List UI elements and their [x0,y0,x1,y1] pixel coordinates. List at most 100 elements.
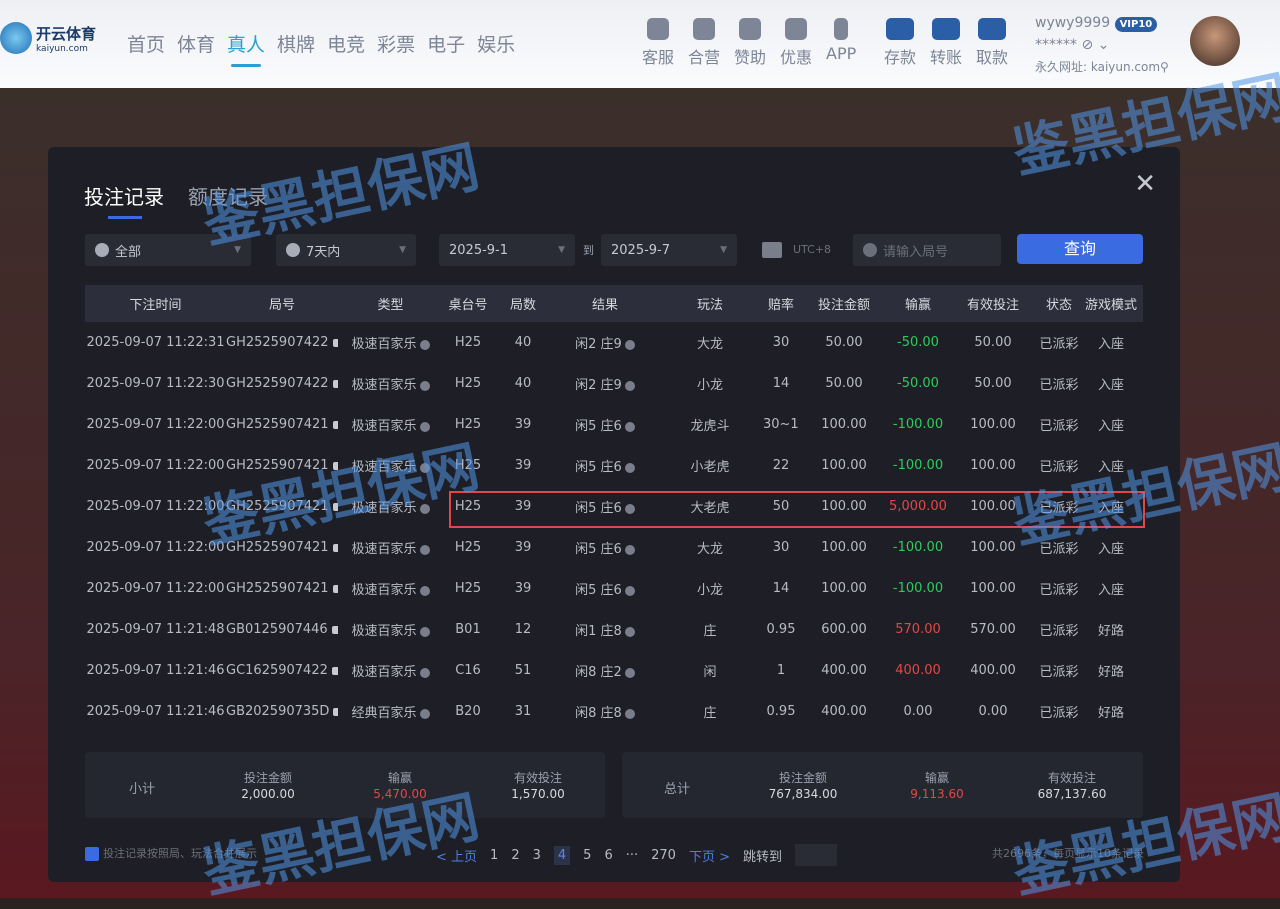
deposit-button[interactable]: 存款 [884,18,916,68]
logo[interactable]: 开云体育 kaiyun.com [0,22,96,54]
cell: 入座 [1079,333,1143,352]
page-1[interactable]: 1 [490,847,499,863]
page-6[interactable]: 6 [604,847,613,863]
cell-text: 570.00 [895,622,941,637]
tool-support[interactable]: 客服 [642,18,674,68]
page-4[interactable]: 4 [553,845,571,865]
page-5[interactable]: 5 [583,847,592,863]
cell-text: GH2525907421 [226,581,329,596]
cell: 100.00 [799,458,889,473]
copy-icon[interactable] [331,625,338,634]
info-icon[interactable] [624,339,635,350]
page-3[interactable]: 3 [532,847,541,863]
transfer-button[interactable]: 转账 [930,18,962,68]
info-icon[interactable] [624,544,635,555]
nav-slots[interactable]: 电子 [427,34,466,56]
page-last[interactable]: 270 [651,847,676,863]
cell-text: 闲5 庄6 [575,419,622,434]
close-icon[interactable]: ✕ [1134,169,1156,199]
page-2[interactable]: 2 [511,847,520,863]
nav-live[interactable]: 真人 [227,30,265,67]
copy-icon[interactable] [331,666,338,675]
tool-promo[interactable]: 优惠 [780,18,812,68]
nav-home[interactable]: 首页 [127,34,166,56]
tool-partner[interactable]: 合营 [688,18,720,68]
tool-label: APP [826,44,857,63]
cell: 100.00 [799,417,889,432]
cell: 龙虎斗 [657,415,763,434]
info-icon[interactable] [624,708,635,719]
tool-app[interactable]: APP [826,18,856,63]
cell: 39 [493,581,553,596]
cell: 入座 [1079,374,1143,393]
copy-icon[interactable] [332,379,338,388]
info-icon[interactable] [419,421,430,432]
jump-input[interactable] [795,844,837,866]
cell: 闲 [657,661,763,680]
cell-text: 极速百家乐 [351,460,417,475]
cell-text: 50.00 [974,335,1012,350]
info-icon[interactable] [419,626,430,637]
tab-bet-records[interactable]: 投注记录 [84,181,164,219]
cell: 100.00 [947,499,1039,514]
copy-icon[interactable] [332,502,338,511]
nav-esports[interactable]: 电竞 [327,34,366,56]
copy-icon[interactable] [333,707,338,716]
cell: -100.00 [889,581,947,596]
copy-icon[interactable] [332,584,338,593]
calendar-icon[interactable] [762,242,782,258]
next-page[interactable]: 下页 > [688,849,730,865]
info-icon[interactable] [624,585,635,596]
nav-sports[interactable]: 体育 [177,34,216,56]
merge-checkbox[interactable]: 投注记录按照局、玩法合并展示 [85,845,257,861]
info-icon[interactable] [419,667,430,678]
cell-text: 2025-09-07 11:22:00 [86,458,225,473]
cell: 39 [493,417,553,432]
cell-text: GC1625907422 [226,663,328,678]
info-icon[interactable] [624,421,635,432]
chevron-down-icon[interactable]: ⌄ [1097,37,1110,53]
info-icon[interactable] [419,708,430,719]
info-icon[interactable] [419,585,430,596]
checkbox-icon[interactable] [85,847,99,861]
info-icon[interactable] [419,544,430,555]
cell-text: H25 [454,499,482,514]
nav-chess[interactable]: 棋牌 [277,34,316,56]
avatar[interactable] [1190,16,1240,66]
eye-off-icon[interactable]: ⊘ [1081,37,1094,53]
copy-icon[interactable] [332,420,338,429]
date-from-select[interactable]: 2025-9-1 ▼ [439,234,575,266]
copy-icon[interactable] [332,338,338,347]
tool-label: 客服 [642,48,675,67]
tool-label: 优惠 [780,48,813,67]
info-icon[interactable] [419,462,430,473]
info-icon[interactable] [419,380,430,391]
round-input[interactable]: 请输入局号 [853,234,1001,266]
info-icon[interactable] [624,503,635,514]
nav-entertainment[interactable]: 娱乐 [477,34,516,56]
type-select[interactable]: 全部 ▼ [85,234,251,266]
logo-icon [0,22,32,54]
nav-lottery[interactable]: 彩票 [377,34,416,56]
chat-icon [647,18,669,40]
cell-text: 入座 [1097,501,1124,516]
info-icon[interactable] [419,503,430,514]
info-icon[interactable] [624,462,635,473]
copy-icon[interactable] [332,543,338,552]
range-select[interactable]: 7天内 ▼ [276,234,416,266]
tool-sponsor[interactable]: 赞助 [734,18,766,68]
tab-credit-records[interactable]: 额度记录 [188,185,268,209]
table-row: 2025-09-07 11:22:00 GH2525907421 极速百家乐 H25 3… [85,404,1143,445]
prev-page[interactable]: < 上页 [436,849,478,865]
info-icon[interactable] [624,626,635,637]
table-row: 2025-09-07 11:22:00 GH2525907421 极速百家乐 H25 3… [85,486,1143,527]
date-to-select[interactable]: 2025-9-7 ▼ [601,234,737,266]
info-icon[interactable] [624,667,635,678]
info-icon[interactable] [419,339,430,350]
copy-icon[interactable] [332,461,338,470]
cell: 0.00 [947,704,1039,719]
query-button[interactable]: 查询 [1017,234,1143,264]
info-icon[interactable] [624,380,635,391]
search-icon[interactable]: ⚲ [1160,60,1169,74]
withdraw-button[interactable]: 取款 [976,18,1008,68]
